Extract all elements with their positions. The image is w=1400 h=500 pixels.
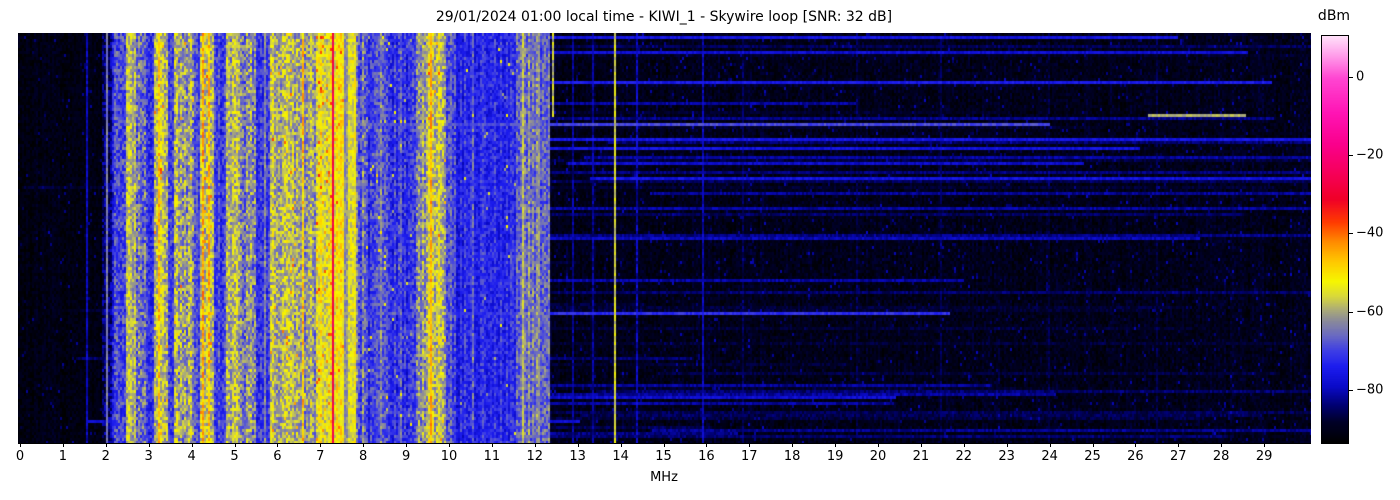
x-axis-line [18,443,1311,444]
colorbar-tick-mark [1349,155,1353,156]
x-tick-label: 5 [230,449,239,464]
x-tick-label: 15 [655,449,672,464]
x-tick-label: 29 [1255,449,1273,464]
x-tick-label: 2 [101,449,110,464]
colorbar-tick-mark [1349,312,1353,313]
x-tick-label: 14 [612,449,629,464]
x-tick-label: 0 [15,449,25,464]
colorbar-tick-mark [1349,390,1353,391]
colorbar [1321,35,1349,444]
x-axis-label: MHz [650,470,678,485]
x-tick-label: 12 [526,449,544,464]
colorbar-tick-mark [1349,233,1353,234]
x-tick-label: 20 [869,449,887,464]
x-tick-mark [920,443,922,447]
x-tick-mark [792,443,794,447]
x-tick-mark [1049,443,1051,447]
x-tick-mark [1006,443,1008,447]
x-tick-label: 13 [569,449,586,464]
x-tick-label: 18 [783,449,801,464]
x-tick-mark [1135,443,1137,447]
colorbar-unit-label: dBm [1317,8,1351,24]
x-tick-mark [835,443,837,447]
colorbar-tick-mark [1349,77,1353,78]
x-tick-label: 7 [316,449,325,464]
x-tick-mark [706,443,708,447]
x-tick-label: 16 [698,449,715,464]
x-tick-label: 17 [741,449,758,464]
x-tick-mark [1178,443,1180,447]
x-tick-mark [620,443,622,447]
x-tick-label: 1 [58,449,68,464]
x-tick-label: 28 [1212,449,1230,464]
colorbar-tick-label: −60 [1356,304,1384,320]
x-tick-mark [963,443,965,447]
x-tick-label: 24 [1041,449,1058,464]
x-tick-mark [20,443,21,447]
x-tick-label: 6 [273,449,282,464]
x-tick-mark [1092,443,1094,447]
x-tick-mark [62,443,64,447]
colorbar-tick-label: 0 [1356,69,1365,85]
x-tick-mark [491,443,493,447]
x-tick-label: 8 [359,449,368,464]
x-tick-mark [105,443,107,447]
x-tick-label: 21 [912,449,930,464]
x-tick-mark [320,443,322,447]
x-tick-mark [234,443,236,447]
x-tick-mark [577,443,579,447]
x-tick-mark [406,443,408,447]
x-tick-label: 3 [144,449,153,464]
colorbar-tick-label: −80 [1356,382,1384,398]
x-tick-mark [749,443,751,447]
colorbar-tick-label: −40 [1356,225,1384,241]
x-tick-label: 9 [401,449,411,464]
x-tick-mark [191,443,193,447]
x-tick-mark [534,443,536,447]
x-tick-label: 22 [955,449,973,464]
x-tick-mark [148,443,150,447]
x-tick-mark [449,443,450,447]
spectrogram-plot-area [18,33,1311,443]
spectrogram-canvas [18,33,1311,443]
x-tick-mark [277,443,279,447]
x-tick-mark [663,443,665,447]
x-tick-label: 11 [483,449,501,464]
x-tick-label: 23 [998,449,1015,464]
x-tick-label: 25 [1084,449,1101,464]
x-tick-label: 26 [1127,449,1144,464]
x-tick-label: 4 [187,449,196,464]
chart-title: 29/01/2024 01:00 local time - KIWI_1 - S… [435,9,893,25]
x-tick-mark [363,443,365,447]
colorbar-tick-label: −20 [1356,147,1384,163]
x-tick-label: 19 [826,449,844,464]
x-tick-mark [878,443,879,447]
x-tick-label: 27 [1170,449,1187,464]
colorbar-canvas [1322,36,1348,443]
x-tick-label: 10 [440,449,458,464]
x-tick-mark [1221,443,1223,447]
x-tick-mark [1264,443,1266,447]
